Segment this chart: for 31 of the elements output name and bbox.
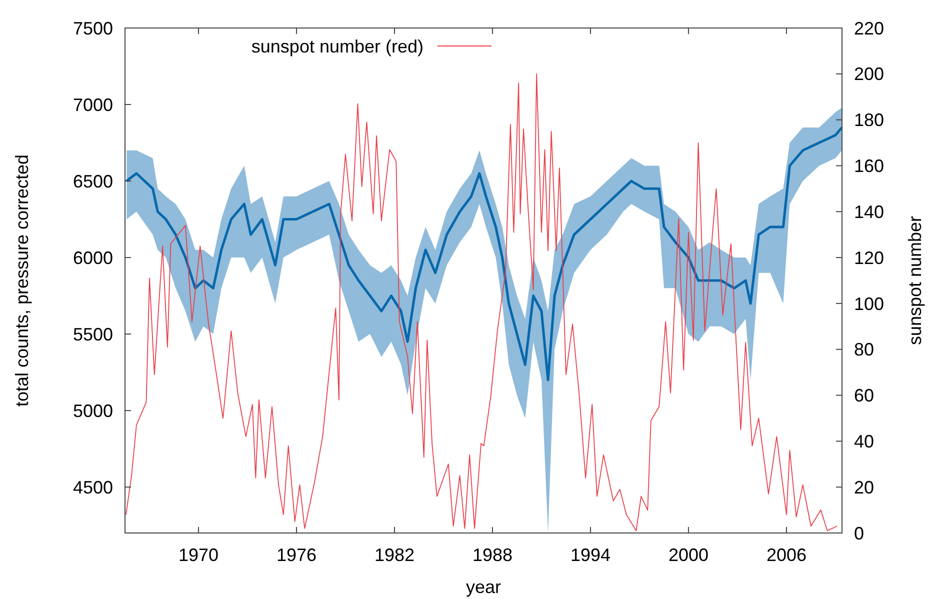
y2-tick-label: 100	[854, 294, 884, 314]
y-tick-label: 4500	[72, 477, 113, 498]
y2-tick-label: 20	[854, 477, 874, 498]
y-tick-label: 7500	[72, 18, 113, 38]
y2-tick-label: 120	[854, 248, 884, 268]
y-tick-label: 6500	[72, 171, 113, 192]
y2-tick-label: 60	[854, 386, 874, 406]
y-tick-label: 6000	[72, 248, 113, 268]
y2-tick-label: 220	[854, 18, 884, 38]
x-tick-label: 1982	[374, 545, 415, 565]
legend-label: sunspot number (red)	[251, 36, 424, 56]
y2-tick-label: 200	[854, 64, 884, 84]
x-tick-label: 2006	[766, 545, 806, 565]
y2-tick-label: 80	[854, 340, 874, 360]
y2-tick-label: 180	[854, 110, 884, 130]
y2-tick-label: 140	[854, 202, 884, 222]
x-tick-label: 1976	[276, 545, 317, 565]
x-tick-label: 1988	[472, 545, 513, 565]
x-tick-label: 1970	[178, 545, 219, 565]
y-tick-label: 5500	[72, 324, 113, 344]
y-axis-title: total counts, pressure corrected	[12, 154, 32, 407]
line-series	[125, 126, 842, 382]
y-tick-label: 5000	[72, 400, 113, 421]
y2-tick-label: 40	[854, 431, 874, 452]
x-tick-label: 2000	[668, 545, 708, 565]
y2-tick-label: 160	[854, 156, 884, 176]
y-tick-label: 7000	[72, 94, 113, 115]
y2-axis-title: sunspot number	[905, 216, 925, 346]
x-axis-title: year	[466, 577, 502, 597]
x-tick-label: 1994	[570, 545, 610, 565]
y2-tick-label: 0	[854, 523, 864, 544]
